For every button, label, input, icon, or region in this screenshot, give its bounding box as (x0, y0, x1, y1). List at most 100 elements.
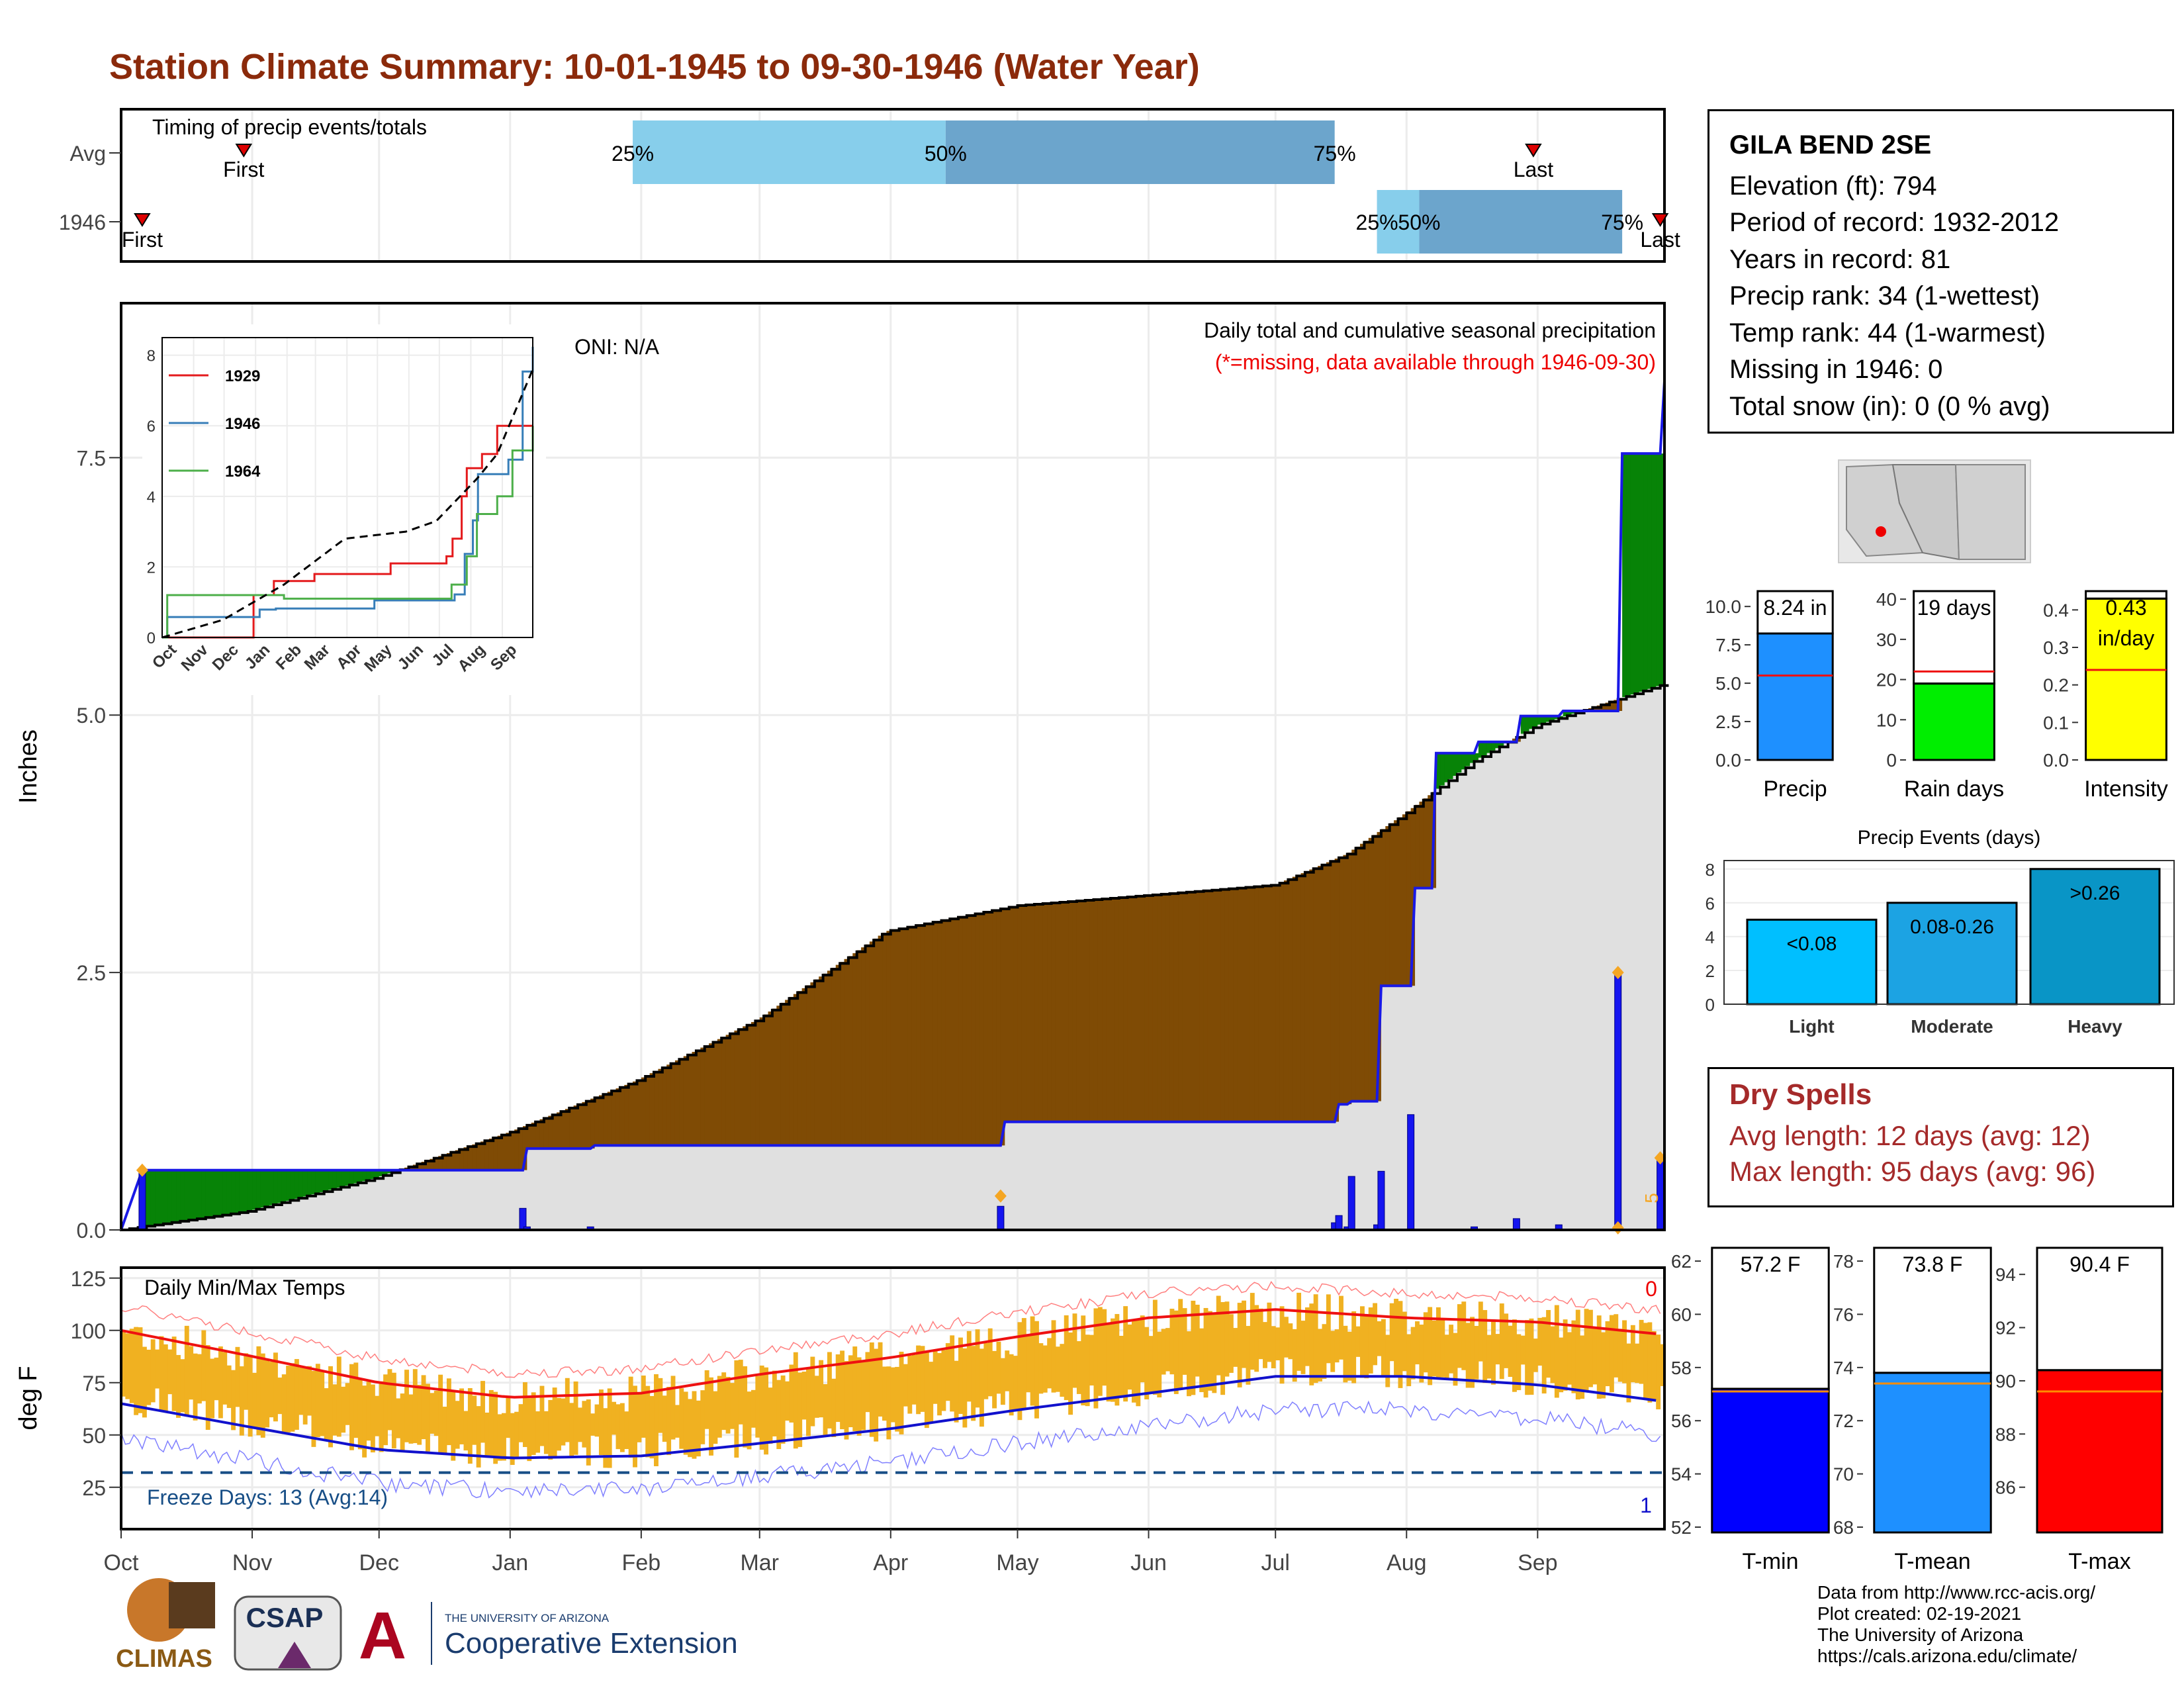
base-fill (619, 1145, 625, 1230)
base-fill (1127, 1121, 1132, 1230)
daily-temp-bar (764, 1367, 769, 1455)
daily-temp-bar (1318, 1329, 1322, 1382)
diff-fill (1182, 892, 1187, 1122)
diff-fill (336, 1170, 341, 1188)
base-fill (455, 1170, 460, 1230)
diff-fill (1444, 753, 1449, 782)
base-fill (451, 1170, 456, 1230)
y-tick-label: 0.3 (2043, 637, 2069, 658)
daily-precip-bar (138, 1170, 146, 1231)
y-tick-label: 56 (1671, 1411, 1692, 1431)
base-fill (954, 1145, 959, 1230)
daily-temp-bar (1288, 1323, 1293, 1360)
base-fill (1351, 1101, 1357, 1230)
base-fill (210, 1216, 215, 1230)
y-tick-label: 6 (1706, 894, 1715, 914)
freeze-label: Freeze Days: 13 (Avg:14) (147, 1485, 388, 1509)
daily-temp-bar (1596, 1315, 1602, 1399)
base-fill (442, 1170, 447, 1230)
diff-fill (612, 1090, 617, 1146)
base-fill (700, 1145, 705, 1230)
y-tick-label: 0.2 (2043, 675, 2069, 696)
diff-fill (1030, 904, 1035, 1122)
diff-fill (797, 991, 803, 1146)
daily-temp-bar (598, 1389, 604, 1456)
daily-temp-bar (1064, 1315, 1069, 1401)
diff-fill (700, 1047, 705, 1146)
base-fill (1559, 718, 1564, 1230)
diff-fill (193, 1170, 198, 1219)
value-label: 0.43 (2105, 596, 2146, 620)
daily-temp-bar (412, 1369, 418, 1444)
diff-fill (197, 1170, 202, 1219)
diff-fill (1212, 890, 1217, 1122)
diff-fill (721, 1037, 727, 1146)
diff-fill (1042, 903, 1048, 1122)
base-fill (1567, 715, 1572, 1230)
diff-fill (1330, 860, 1336, 1122)
diff-fill (467, 1146, 473, 1170)
diff-fill (438, 1156, 443, 1170)
daily-temp-bar (840, 1350, 845, 1430)
y-tick-label: 52 (1671, 1517, 1692, 1538)
base-fill (971, 1145, 976, 1230)
y-tick-label: 94 (1995, 1264, 2016, 1285)
diff-fill (1005, 908, 1010, 1122)
x-tick-label: Aug (1387, 1550, 1427, 1575)
daily-temp-bar (1038, 1343, 1044, 1394)
diff-fill (1144, 895, 1150, 1122)
daily-temp-bar (1250, 1293, 1255, 1370)
credit-line: The University of Arizona (1817, 1624, 2024, 1645)
base-fill (548, 1149, 553, 1230)
diff-fill (1279, 882, 1285, 1122)
diff-fill (226, 1170, 232, 1215)
daily-temp-bar (539, 1385, 545, 1446)
daily-temp-bar (366, 1382, 371, 1441)
diff-fill (1288, 878, 1293, 1122)
diff-fill (514, 1129, 520, 1170)
daily-temp-bar (1533, 1338, 1538, 1372)
daily-temp-bar (1047, 1338, 1052, 1389)
daily-temp-bar (1292, 1329, 1297, 1382)
avg-50-75-band (945, 120, 1335, 184)
base-fill (983, 1145, 989, 1230)
base-fill (565, 1149, 570, 1230)
daily-temp-bar (1630, 1325, 1635, 1383)
base-fill (764, 1145, 769, 1230)
diff-fill (231, 1170, 236, 1214)
diff-fill (1351, 849, 1357, 1102)
base-fill (692, 1145, 697, 1230)
diff-fill (446, 1152, 451, 1170)
bar-label: Intensity (2084, 776, 2168, 802)
daily-temp-bar (1495, 1334, 1500, 1365)
base-fill (391, 1172, 396, 1230)
temp-label: Daily Min/Max Temps (144, 1276, 345, 1299)
row-label-1946: 1946 (59, 211, 106, 234)
base-fill (1275, 1121, 1281, 1230)
base-fill (751, 1145, 756, 1230)
value-bar (1756, 632, 1834, 761)
base-fill (1322, 1121, 1327, 1230)
daily-temp-bar (814, 1376, 819, 1418)
csap-logo-mountain (278, 1642, 311, 1668)
temp-bars: 52 54 56 58 60 62 57.2 F T-min 68 70 72 74 76 78 73.8 … (1671, 1246, 2174, 1574)
diff-fill (840, 962, 845, 1146)
base-fill (835, 1145, 841, 1230)
daily-temp-bar (1559, 1337, 1564, 1393)
x-tick-label: Jul (1261, 1550, 1289, 1575)
base-fill (911, 1145, 917, 1230)
daily-temp-bar (1304, 1307, 1310, 1366)
daily-temp-bar (878, 1342, 883, 1417)
base-fill (992, 1145, 997, 1230)
base-fill (1651, 687, 1657, 1230)
diff-fill (1478, 741, 1483, 758)
base-fill (336, 1188, 341, 1230)
diff-fill (789, 997, 794, 1146)
daily-temp-bar (704, 1370, 709, 1429)
base-fill (543, 1149, 549, 1230)
base-fill (1173, 1121, 1179, 1230)
base-fill (281, 1201, 287, 1230)
base-fill (1389, 986, 1394, 1230)
diff-fill (298, 1170, 304, 1198)
daily-temp-bar (180, 1359, 185, 1413)
